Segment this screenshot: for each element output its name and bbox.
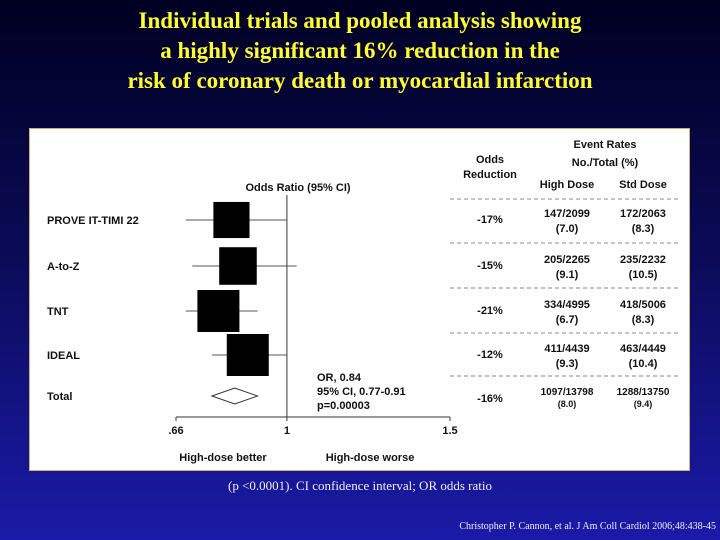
high-dose-count: 147/2099 [544,208,590,220]
study-label: A-to-Z [47,261,80,273]
high-dose-pct: (6.7) [556,314,579,326]
std-dose-count: 463/4449 [620,343,666,355]
std-dose-pct: (8.3) [632,223,655,235]
title-line-3: risk of coronary death or myocardial inf… [127,68,593,93]
or-square [226,334,269,376]
std-dose-count: 418/5006 [620,299,666,311]
odds-reduction-value: -15% [477,260,503,272]
forest-plot-panel: Odds Ratio (95% CI) Odds Reduction Event Ra… [29,128,690,471]
axis-title: Odds Ratio (95% CI) [245,182,350,194]
total-std-dose-count: 1288/13750 [617,387,670,398]
or-square [213,201,250,239]
odds-reduction-value: -21% [477,305,503,317]
high-dose-pct: (9.1) [556,269,579,281]
header-std-dose: Std Dose [619,179,667,191]
title-line-1: Individual trials and pooled analysis sh… [138,8,582,33]
total-std-dose-pct: (9.4) [634,399,653,409]
header-no-total: No./Total (%) [572,157,639,169]
title-line-2: a highly significant 16% reduction in th… [160,38,560,63]
or-annotation-line: OR, 0.84 [317,372,362,384]
high-dose-pct: (7.0) [556,223,579,235]
std-dose-count: 172/2063 [620,208,666,220]
high-dose-count: 205/2265 [544,254,590,266]
odds-reduction-value: -12% [477,349,503,361]
citation: Christopher P. Cannon, et al. J Am Coll … [459,521,716,532]
header-reduction: Reduction [463,169,517,181]
study-label: IDEAL [47,350,80,362]
header-event-rates: Event Rates [574,139,637,151]
header-high-dose: High Dose [540,179,594,191]
high-dose-count: 411/4439 [544,343,589,355]
direction-label-right: High-dose worse [326,452,415,464]
x-tick-label: 1 [284,425,290,437]
study-label: TNT [47,306,69,318]
study-label: PROVE IT-TIMI 22 [47,215,139,227]
x-tick-label: .66 [168,425,183,437]
or-annotation-line: p=0.00003 [317,400,370,412]
total-label: Total [47,391,72,403]
forest-plot: Odds Ratio (95% CI) Odds Reduction Event Ra… [47,139,680,464]
or-square [219,247,257,285]
odds-reduction-value: -17% [477,214,503,226]
total-high-dose-pct: (8.0) [558,399,577,409]
header-odds: Odds [476,154,504,166]
or-annotation-line: 95% CI, 0.77-0.91 [317,386,406,398]
std-dose-pct: (10.4) [629,358,658,370]
total-odds-reduction: -16% [477,393,503,405]
high-dose-count: 334/4995 [544,299,590,311]
direction-label-left: High-dose better [179,452,267,464]
x-tick-label: 1.5 [442,425,457,437]
caption: (p <0.0001). CI confidence interval; OR … [227,478,493,493]
total-high-dose-count: 1097/13798 [541,387,594,398]
pooled-diamond [210,387,260,405]
std-dose-count: 235/2232 [620,254,666,266]
or-square [197,290,240,332]
slide-title: Individual trials and pooled analysis sh… [0,6,720,96]
high-dose-pct: (9.3) [556,358,579,370]
std-dose-pct: (10.5) [629,269,658,281]
std-dose-pct: (8.3) [632,314,655,326]
